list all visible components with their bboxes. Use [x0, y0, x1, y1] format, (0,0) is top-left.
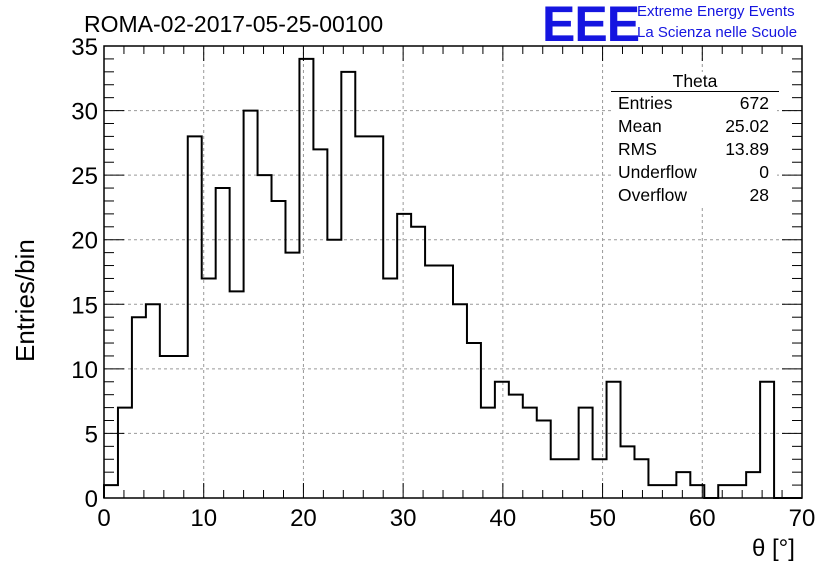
- x-tick-label: 40: [490, 505, 517, 532]
- stats-label: RMS: [618, 139, 657, 159]
- stats-label: Mean: [618, 116, 662, 136]
- y-tick-label: 15: [71, 292, 98, 319]
- x-tick-label: 0: [97, 505, 110, 532]
- histogram-step-line: [103, 57, 802, 499]
- y-tick-label: 20: [71, 228, 98, 255]
- stats-value: 0: [759, 162, 769, 182]
- x-tick-label: 70: [789, 505, 816, 532]
- y-axis-label: Entries/bin: [10, 239, 40, 362]
- logo-caption-line2: La Scienza nelle Scuole: [637, 24, 798, 41]
- y-tick-label: 0: [85, 486, 98, 513]
- stats-label: Overflow: [618, 185, 688, 205]
- y-tick-label: 10: [71, 357, 98, 384]
- x-tick-label: 50: [589, 505, 616, 532]
- stats-box: Theta Entries 672 Mean 25.02 RMS 13.89 U…: [611, 72, 779, 207]
- stats-row: Underflow 0: [611, 161, 777, 184]
- tick-labels: 0 10 20 30 40 50 60 70 0 5 10 15 20 25 30 35: [71, 34, 815, 532]
- x-axis-label: θ [°]: [752, 535, 795, 562]
- stats-value: 13.89: [725, 139, 769, 159]
- stats-value: 25.02: [725, 116, 769, 136]
- stats-title: Theta: [611, 72, 779, 92]
- stats-label: Entries: [618, 93, 673, 113]
- y-tick-label: 30: [71, 99, 98, 126]
- y-tick-label: 25: [71, 163, 98, 190]
- x-tick-label: 10: [190, 505, 217, 532]
- stats-value: 672: [739, 93, 769, 113]
- stats-row: Mean 25.02: [611, 115, 777, 138]
- y-tick-label: 5: [85, 421, 98, 448]
- eee-logo: EEE: [542, 0, 640, 52]
- logo-caption-line1: Extreme Energy Events: [637, 3, 795, 20]
- plot-frame: [103, 45, 803, 499]
- axis-ticks: [103, 45, 803, 499]
- stats-row: Entries 672: [611, 92, 777, 115]
- stats-row: Overflow 28: [611, 184, 777, 207]
- stats-row: RMS 13.89: [611, 138, 777, 161]
- stats-value: 28: [749, 185, 769, 205]
- stats-label: Underflow: [618, 162, 697, 182]
- x-tick-label: 60: [689, 505, 716, 532]
- x-tick-label: 20: [290, 505, 317, 532]
- y-tick-label: 35: [71, 34, 98, 61]
- run-title: ROMA-02-2017-05-25-00100: [84, 11, 384, 37]
- axes-frame: [103, 45, 803, 499]
- x-tick-label: 30: [390, 505, 417, 532]
